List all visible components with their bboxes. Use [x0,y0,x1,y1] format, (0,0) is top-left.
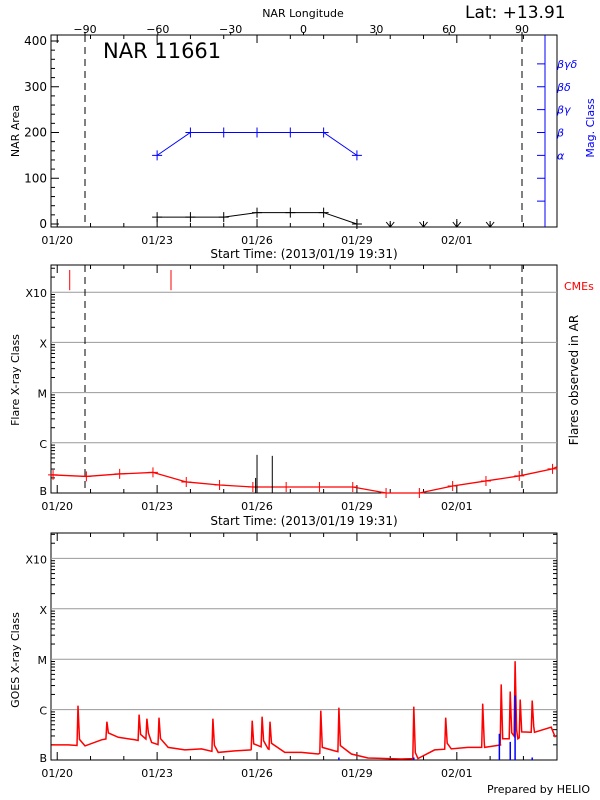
latitude-label: Lat: +13.91 [465,3,566,23]
background-level-point [414,488,425,498]
panel1-x-tick-label: 01/26 [241,234,273,247]
panel2-x-tick-label: 02/01 [441,500,473,513]
panel1-x-tick-label: 01/29 [341,234,373,247]
panel2-x-tick-label: 01/26 [241,500,273,513]
background-level-point [247,481,258,492]
mag_class-data-point [152,150,163,161]
mag_class-data-point [318,127,329,138]
background-level-point [214,479,225,490]
no-data-marker [485,221,495,228]
background-level-point [381,488,392,498]
goes-class-tick-label: X [39,604,47,617]
area-data-point [285,207,296,218]
background-level-point [181,476,192,487]
panel2-x-tick-label: 01/29 [341,500,373,513]
panel2-time-title: Start Time: (2013/01/19 19:31) [210,514,397,528]
background-level-point [147,467,158,478]
flares-observed-title: Flares observed in AR [567,315,581,445]
area-tick-label: 300 [24,80,47,94]
longitude-tick-label: 60 [442,23,456,36]
background-level-point [81,471,92,482]
mag-class-tick-label: α [557,149,565,162]
longitude-tick-label: −60 [146,23,169,36]
panel3-x-tick-label: 01/26 [241,767,273,780]
longitude-tick-label: −90 [73,23,96,36]
area-axis-title: NAR Area [9,105,22,157]
longitude-tick-label: 90 [515,23,529,36]
cme-label: CMEs [564,280,594,293]
background-level-point [447,480,458,491]
panel3-plot-frame [50,532,558,761]
panel3-x-tick-label: 01/23 [141,767,173,780]
background-level-point [314,481,325,492]
background-level-point [514,470,525,481]
goes-class-tick-label: X10 [25,553,47,566]
panel2-plot-frame [50,264,558,494]
area-tick-label: 200 [24,126,47,140]
background-level-point [547,463,558,474]
panel1-x-tick-label: 01/20 [41,234,73,247]
background-level-point [48,469,59,480]
mag-class-tick-label: β [556,127,564,140]
mag-class-tick-label: βγδ [556,58,578,71]
panel1-x-tick-label: 02/01 [441,234,473,247]
mag_class-data-point [185,127,196,138]
panel1-plot-frame [50,34,558,228]
mag_class-data-point [351,150,362,161]
region-title: NAR 11661 [103,39,221,63]
goes-class-tick-label: M [38,654,48,667]
flare-class-tick-label: X [39,337,47,350]
no-data-marker [452,221,462,228]
panel3-x-tick-label: 02/01 [441,767,473,780]
no-data-marker [419,221,428,228]
flare-class-tick-label: B [39,485,47,498]
mag-class-axis-title: Mag. Class [584,98,597,157]
panel2-x-tick-label: 01/23 [141,500,173,513]
longitude-tick-label: −30 [219,23,242,36]
background-level-line [51,466,558,494]
prepared-by-label: Prepared by HELIO [487,783,590,796]
flare-class-tick-label: C [39,438,47,451]
top-axis-title: NAR Longitude [262,7,344,20]
panel1-x-tick-label: 01/23 [141,234,173,247]
mag-class-tick-label: βδ [556,81,571,94]
area-data-point [351,219,362,229]
goes-long-channel-line [51,661,556,760]
panel3-x-tick-label: 01/29 [341,767,373,780]
area-tick-label: 100 [24,171,47,185]
goes-class-tick-label: C [39,705,47,718]
no-data-marker [385,221,395,228]
area-tick-label: 400 [24,34,47,48]
background-level-point [480,475,491,486]
area-data-point [218,212,229,223]
area-data-point [318,207,329,218]
longitude-tick-label: 0 [300,23,307,36]
flare-class-axis-title: Flare X-ray Class [9,334,22,426]
mag_class-data-point [218,127,229,138]
mag_class-data-point [252,127,263,138]
goes-class-axis-title: GOES X-ray Class [9,612,22,708]
area-data-point [252,207,263,218]
area-data-point [185,212,196,223]
flare-class-tick-label: X10 [25,287,47,300]
background-level-point [281,481,292,492]
goes-class-tick-label: B [39,752,47,765]
area-data-point [152,212,163,223]
panel1-time-title: Start Time: (2013/01/19 19:31) [210,247,397,261]
panel2-x-tick-label: 01/20 [41,500,73,513]
longitude-tick-label: 30 [369,23,383,36]
panel3-x-tick-label: 01/20 [41,767,73,780]
background-level-point [114,468,125,479]
flare-class-tick-label: M [38,388,48,401]
area-tick-label: 0 [39,217,47,231]
mag-class-tick-label: βγ [556,104,571,117]
mag_class-data-point [285,127,296,138]
background-level-point [347,481,358,492]
